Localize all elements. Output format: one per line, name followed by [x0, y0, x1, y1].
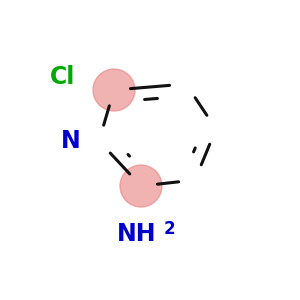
- Circle shape: [93, 69, 135, 111]
- Circle shape: [120, 165, 162, 207]
- Text: Cl: Cl: [50, 64, 75, 88]
- Text: 2: 2: [164, 220, 175, 238]
- Text: N: N: [61, 129, 81, 153]
- Text: NH: NH: [117, 222, 156, 246]
